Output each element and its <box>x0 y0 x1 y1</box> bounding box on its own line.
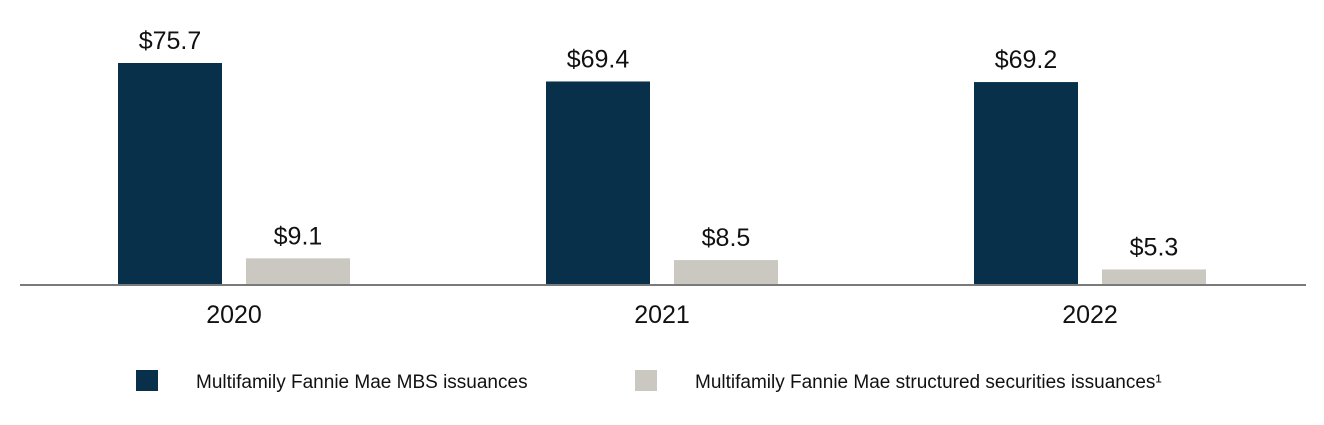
legend-item-mbs: Multifamily Fannie Mae MBS issuances <box>136 370 528 393</box>
value-labels-layer: $75.7 $69.4 $69.2 $9.1 $8.5 $5.3 <box>139 27 1179 261</box>
x-tick-labels-layer: 2020 2021 2022 <box>206 301 1118 329</box>
legend-label-mbs: Multifamily Fannie Mae MBS issuances <box>196 372 528 393</box>
bar-structured-2021 <box>674 260 778 285</box>
bars-layer <box>118 63 1206 286</box>
data-label-structured-2022: $5.3 <box>1130 233 1179 261</box>
bar-structured-2022 <box>1102 269 1206 285</box>
data-label-mbs-2022: $69.2 <box>995 46 1058 74</box>
x-tick-label-2021: 2021 <box>634 301 690 329</box>
legend-item-structured: Multifamily Fannie Mae structured securi… <box>635 370 1162 393</box>
legend: Multifamily Fannie Mae MBS issuances Mult… <box>136 370 1162 393</box>
data-label-mbs-2021: $69.4 <box>567 45 630 73</box>
legend-label-structured: Multifamily Fannie Mae structured securi… <box>695 372 1162 393</box>
bar-mbs-2022 <box>974 82 1078 285</box>
data-label-structured-2021: $8.5 <box>702 224 751 252</box>
bar-mbs-2021 <box>546 81 650 286</box>
bar-structured-2020 <box>246 258 350 285</box>
data-label-structured-2020: $9.1 <box>274 222 323 250</box>
bar-mbs-2020 <box>118 63 222 285</box>
data-label-mbs-2020: $75.7 <box>139 27 202 55</box>
x-tick-label-2020: 2020 <box>206 301 262 329</box>
x-tick-label-2022: 2022 <box>1062 301 1118 329</box>
legend-swatch-structured <box>635 370 657 391</box>
legend-swatch-mbs <box>136 370 158 391</box>
